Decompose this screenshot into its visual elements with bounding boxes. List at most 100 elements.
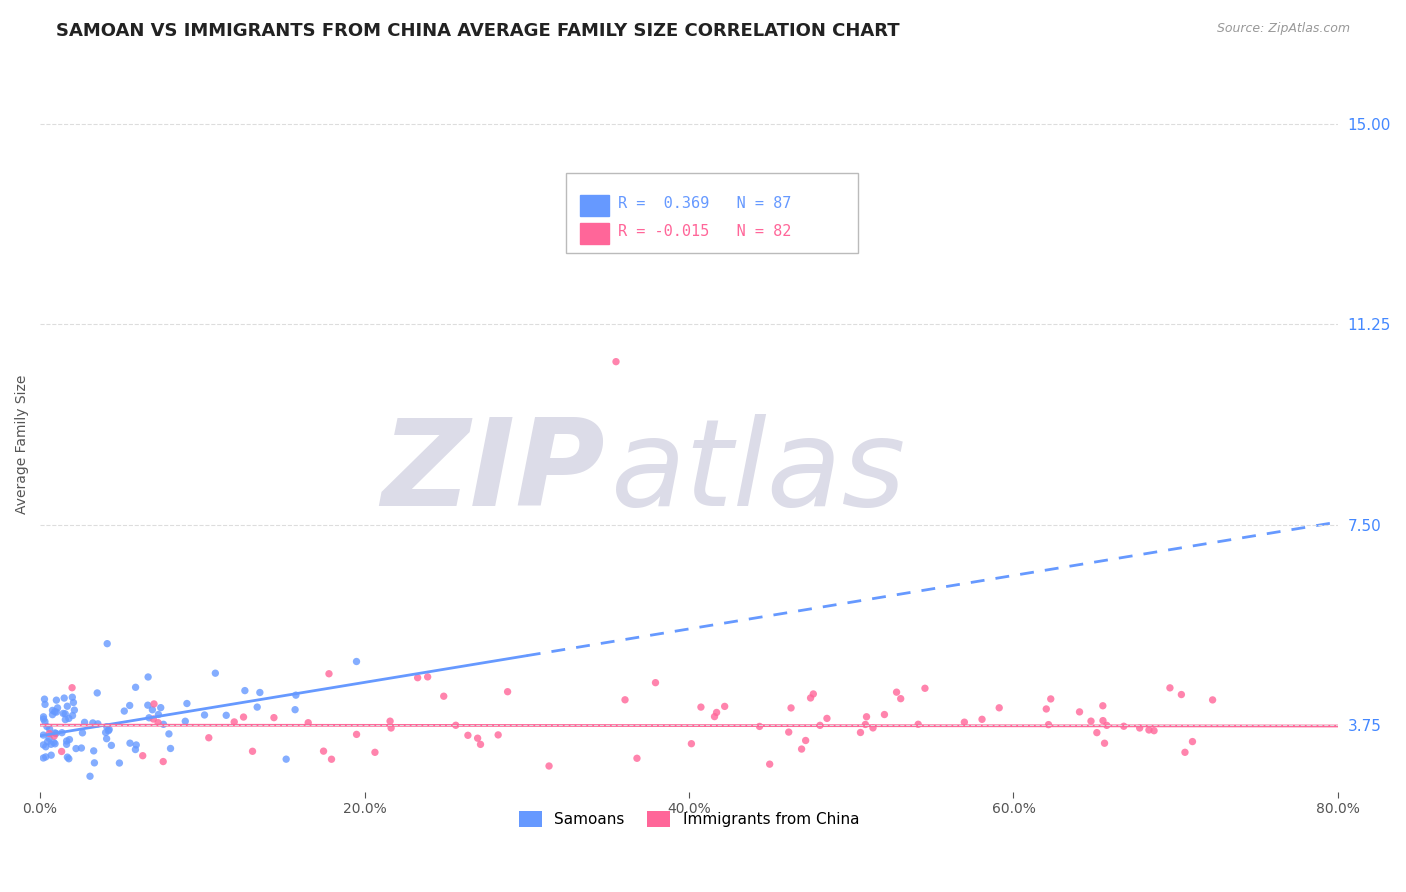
Point xyxy=(58,752,80,766)
Point xyxy=(1174,745,1197,759)
Point xyxy=(44,729,66,743)
Point xyxy=(152,717,174,731)
Point xyxy=(94,725,117,739)
Point xyxy=(79,769,101,783)
Point xyxy=(124,681,146,695)
Point xyxy=(364,745,387,759)
Text: atlas: atlas xyxy=(612,414,907,531)
FancyBboxPatch shape xyxy=(581,195,609,216)
Point xyxy=(1091,698,1114,713)
Point xyxy=(496,684,519,698)
Point xyxy=(1095,718,1118,732)
Point xyxy=(232,710,254,724)
Point xyxy=(53,691,76,706)
Point xyxy=(159,741,181,756)
Point xyxy=(58,732,80,747)
Point xyxy=(132,748,155,763)
Point xyxy=(224,714,246,729)
Point xyxy=(176,697,198,711)
Point xyxy=(45,705,67,719)
Point xyxy=(60,690,83,705)
Point xyxy=(193,708,215,723)
Point xyxy=(118,698,141,713)
Point xyxy=(1112,719,1135,733)
Point xyxy=(152,755,174,769)
Point xyxy=(873,707,896,722)
Point xyxy=(605,354,627,368)
Point xyxy=(467,731,489,746)
Point xyxy=(96,720,118,734)
Point xyxy=(96,731,118,746)
Point xyxy=(157,727,180,741)
Point xyxy=(815,711,838,725)
Point xyxy=(284,703,307,717)
Point xyxy=(65,741,87,756)
Point xyxy=(1080,714,1102,728)
Point xyxy=(801,687,824,701)
Point xyxy=(55,737,77,751)
Text: SAMOAN VS IMMIGRANTS FROM CHINA AVERAGE FAMILY SIZE CORRELATION CHART: SAMOAN VS IMMIGRANTS FROM CHINA AVERAGE … xyxy=(56,22,900,40)
Point xyxy=(1159,681,1181,695)
Point xyxy=(416,670,439,684)
Point xyxy=(136,670,159,684)
Point xyxy=(312,744,335,758)
Point xyxy=(953,715,976,730)
Point xyxy=(62,696,84,710)
Point xyxy=(1143,723,1166,738)
Text: Source: ZipAtlas.com: Source: ZipAtlas.com xyxy=(1216,22,1350,36)
Point xyxy=(146,715,169,730)
Point xyxy=(1085,725,1108,739)
Point xyxy=(1038,717,1060,731)
Point xyxy=(96,637,118,651)
Point xyxy=(862,721,884,735)
Point xyxy=(34,698,56,712)
Point xyxy=(34,692,56,706)
Point xyxy=(32,712,55,726)
Point xyxy=(35,720,58,734)
FancyBboxPatch shape xyxy=(581,223,609,244)
Point xyxy=(34,714,56,729)
Point xyxy=(87,716,110,731)
Point xyxy=(52,706,75,721)
Point xyxy=(136,698,159,713)
Point xyxy=(907,717,929,731)
Point xyxy=(890,691,912,706)
Point xyxy=(1091,714,1114,728)
Point xyxy=(713,699,735,714)
Point xyxy=(86,686,108,700)
Point xyxy=(44,737,66,751)
Text: R =  0.369   N = 87: R = 0.369 N = 87 xyxy=(617,196,792,211)
Point xyxy=(56,750,79,764)
Point xyxy=(32,710,55,724)
Point xyxy=(988,700,1011,714)
Point xyxy=(125,738,148,752)
Point xyxy=(82,715,104,730)
FancyBboxPatch shape xyxy=(565,174,858,253)
Point xyxy=(380,721,402,735)
Point xyxy=(60,681,83,695)
Point xyxy=(142,712,165,726)
Point xyxy=(246,700,269,714)
Point xyxy=(32,751,55,765)
Point xyxy=(808,718,831,732)
Point xyxy=(62,708,84,723)
Point xyxy=(53,713,76,727)
Point xyxy=(1170,688,1192,702)
Point xyxy=(56,699,79,714)
Point xyxy=(63,703,86,717)
Point xyxy=(318,666,340,681)
Point xyxy=(148,707,170,722)
Point xyxy=(1035,702,1057,716)
Point xyxy=(70,741,93,756)
Point xyxy=(321,752,343,766)
Point xyxy=(758,757,780,772)
Point xyxy=(853,717,876,731)
Point xyxy=(45,726,67,740)
Point xyxy=(1201,693,1223,707)
Legend: Samoans, Immigrants from China: Samoans, Immigrants from China xyxy=(513,805,865,833)
Point xyxy=(1129,721,1152,735)
Point xyxy=(433,690,456,704)
Point xyxy=(41,703,63,717)
Point xyxy=(886,685,908,699)
Point xyxy=(1094,736,1116,750)
